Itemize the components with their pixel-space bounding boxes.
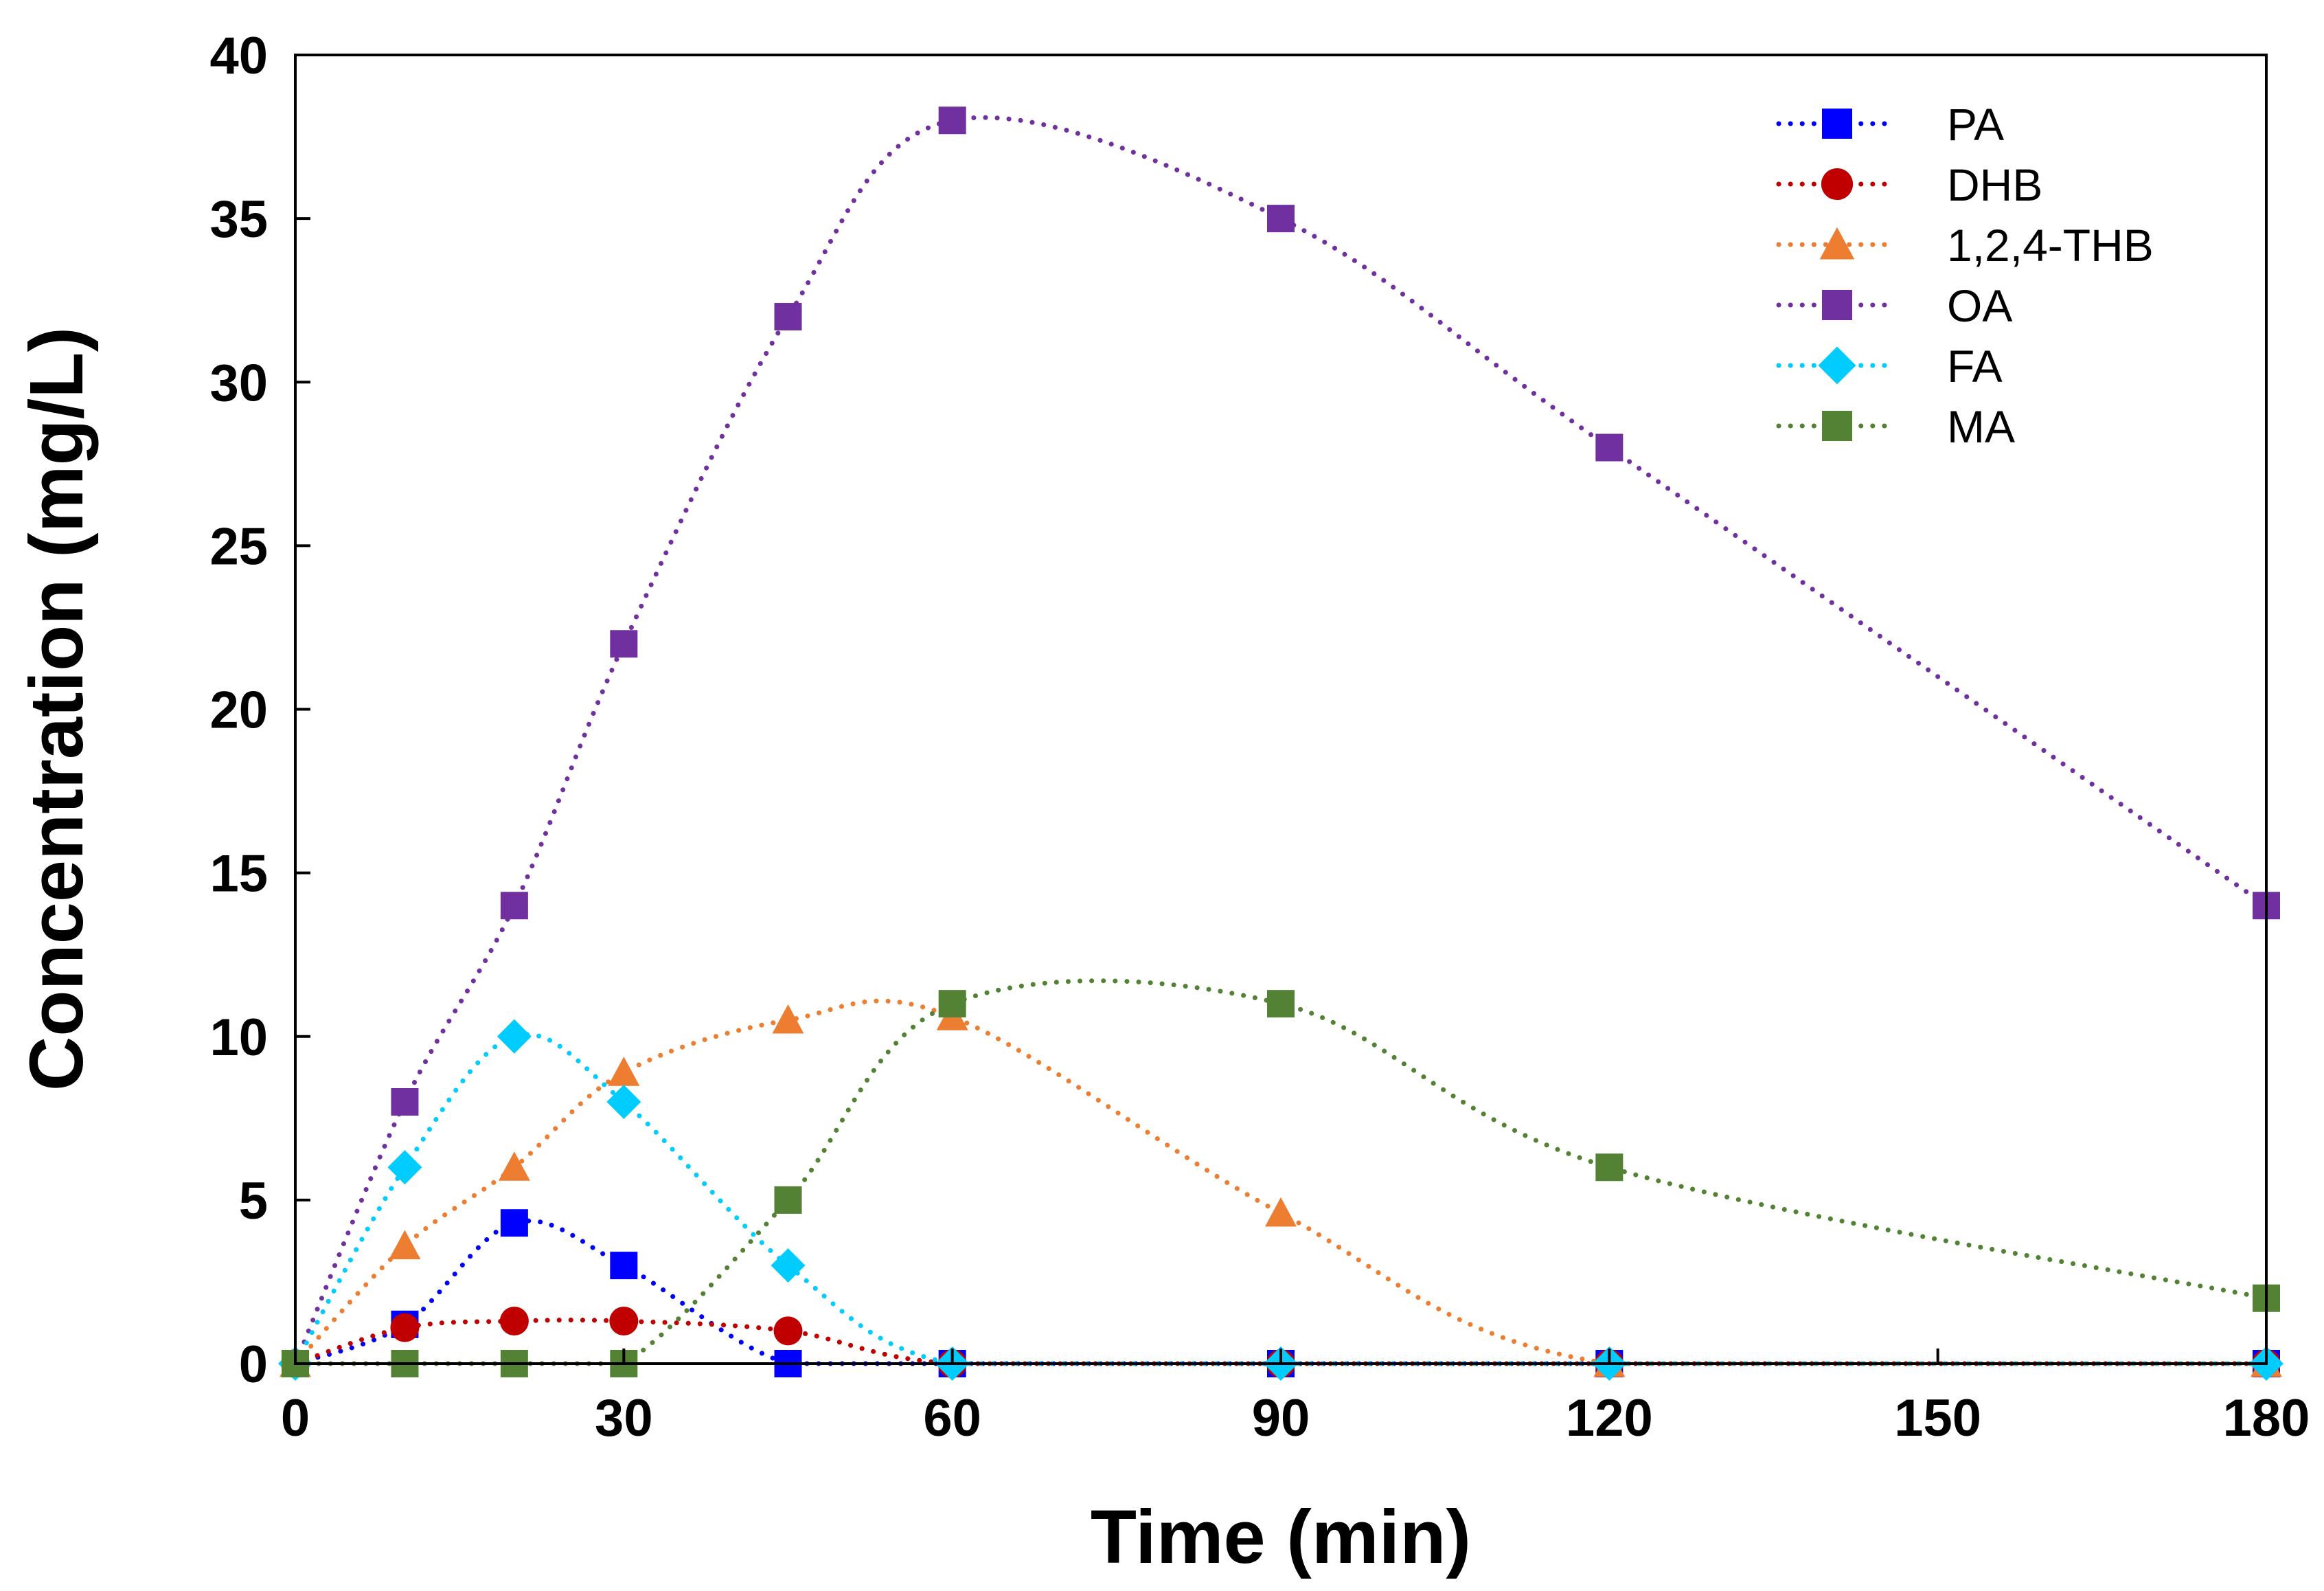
axis-ticks: 0 30 60 90 120 150 180 0 5 10 15 20 25 30 35 40 bbox=[209, 27, 2310, 1447]
y-tick-label: 40 bbox=[209, 27, 268, 85]
data-point bbox=[500, 892, 528, 920]
y-tick-label: 0 bbox=[239, 1335, 268, 1394]
data-point bbox=[772, 1004, 804, 1034]
x-axis-title: Time (min) bbox=[1091, 1495, 1471, 1579]
y-tick-label: 20 bbox=[209, 681, 268, 740]
legend-swatch-marker bbox=[1821, 168, 1854, 201]
data-point bbox=[608, 1057, 640, 1086]
data-point bbox=[389, 1230, 421, 1260]
x-tick-label: 120 bbox=[1566, 1389, 1653, 1447]
legend-swatch-marker bbox=[1822, 109, 1852, 139]
data-point bbox=[938, 990, 966, 1018]
legend-label: PA bbox=[1947, 99, 2004, 150]
legend-label: OA bbox=[1947, 280, 2012, 331]
series-line bbox=[293, 998, 2269, 1366]
x-tick-label: 30 bbox=[595, 1389, 653, 1447]
series-1-2-4-thb bbox=[280, 998, 2282, 1377]
data-point bbox=[606, 1085, 641, 1119]
data-point bbox=[938, 106, 966, 135]
data-point bbox=[1267, 990, 1295, 1018]
data-point bbox=[771, 1248, 806, 1283]
data-point bbox=[774, 303, 802, 330]
data-point bbox=[1595, 433, 1624, 462]
y-tick-label: 30 bbox=[209, 354, 268, 412]
data-point bbox=[391, 1088, 419, 1116]
legend-item: DHB bbox=[1776, 159, 2042, 210]
series-oa bbox=[282, 106, 2280, 1377]
y-axis-title: Concentration (mg/L) bbox=[14, 327, 99, 1091]
legend-label: MA bbox=[1947, 401, 2015, 452]
series-line bbox=[293, 978, 2269, 1366]
legend-swatch-marker bbox=[1819, 227, 1855, 260]
data-point bbox=[774, 1186, 802, 1214]
series-ma bbox=[282, 978, 2280, 1377]
legend-swatch-marker bbox=[1822, 411, 1852, 441]
series-line bbox=[293, 115, 2269, 1366]
data-point bbox=[610, 630, 638, 658]
x-tick-label: 150 bbox=[1894, 1389, 1981, 1447]
data-point bbox=[609, 1307, 639, 1336]
data-point bbox=[1595, 1153, 1624, 1182]
series-line bbox=[293, 1032, 2269, 1366]
x-tick-label: 90 bbox=[1252, 1389, 1310, 1447]
data-point bbox=[390, 1313, 420, 1342]
x-tick-label: 0 bbox=[281, 1389, 310, 1447]
data-point bbox=[498, 1151, 530, 1181]
data-point bbox=[499, 1307, 529, 1336]
legend-item: FA bbox=[1776, 341, 2003, 392]
y-tick-label: 25 bbox=[209, 517, 268, 576]
legend-item: PA bbox=[1776, 99, 2004, 150]
data-point bbox=[773, 1316, 803, 1346]
legend-label: DHB bbox=[1947, 159, 2042, 210]
y-tick-label: 15 bbox=[209, 845, 268, 903]
legend-item: MA bbox=[1776, 401, 2015, 452]
data-point bbox=[610, 1252, 638, 1280]
series-line bbox=[293, 1218, 2269, 1366]
legend-label: 1,2,4-THB bbox=[1947, 220, 2154, 271]
x-tick-label: 60 bbox=[923, 1389, 981, 1447]
x-tick-label: 180 bbox=[2223, 1389, 2310, 1447]
data-point bbox=[500, 1209, 528, 1237]
y-tick-label: 10 bbox=[209, 1008, 268, 1067]
data-point bbox=[1267, 205, 1295, 233]
data-point bbox=[1265, 1197, 1297, 1227]
data-point bbox=[387, 1150, 422, 1185]
y-tick-label: 5 bbox=[239, 1172, 268, 1230]
legend-label: FA bbox=[1947, 341, 2003, 392]
legend: PA DHB 1,2,4-THB OA FA MA bbox=[1776, 99, 2154, 452]
legend-swatch-marker bbox=[1818, 346, 1856, 385]
y-tick-label: 35 bbox=[209, 190, 268, 249]
legend-item: OA bbox=[1776, 280, 2012, 331]
series-fa bbox=[278, 1019, 2283, 1381]
data-point bbox=[497, 1019, 532, 1054]
legend-swatch-marker bbox=[1822, 290, 1852, 320]
legend-item: 1,2,4-THB bbox=[1776, 220, 2154, 271]
